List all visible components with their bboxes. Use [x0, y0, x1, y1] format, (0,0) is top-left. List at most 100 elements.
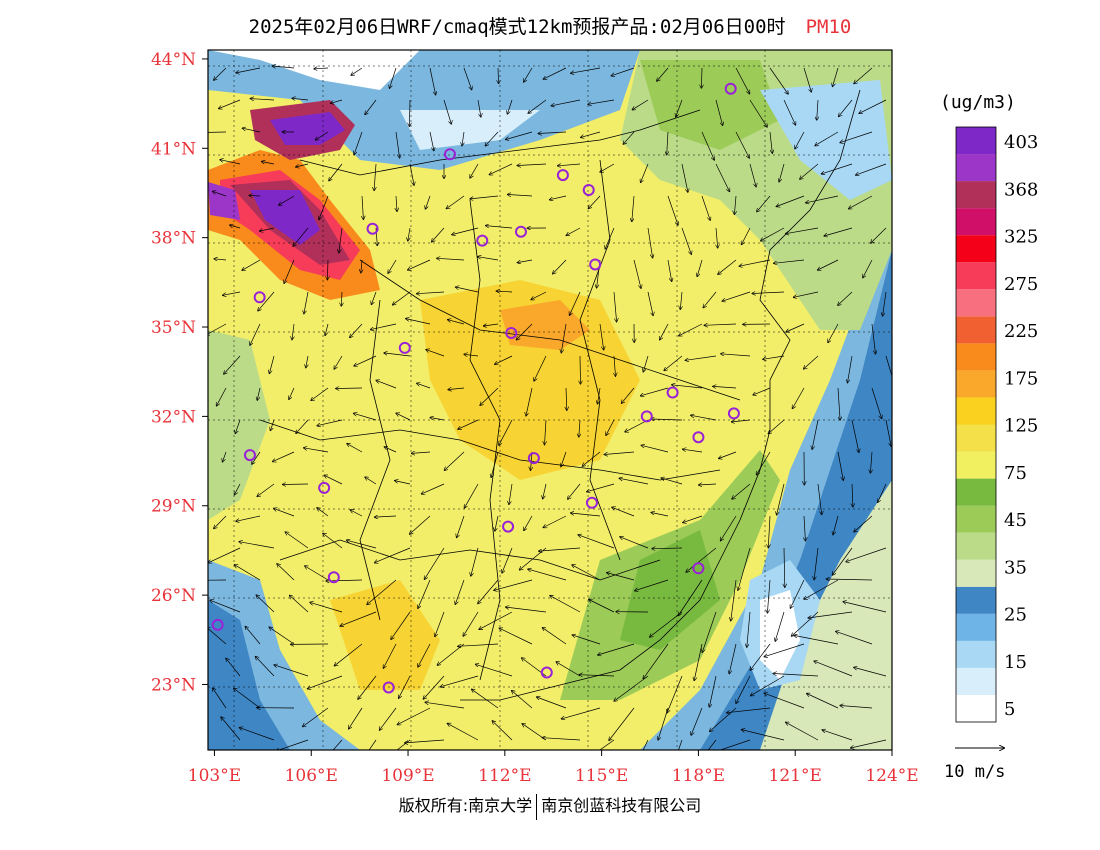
wind-arrow — [208, 547, 241, 563]
wind-arrow — [458, 419, 479, 429]
city-station-marker — [502, 520, 515, 533]
wind-arrow — [311, 387, 329, 400]
city-station-marker — [692, 431, 705, 444]
wind-arrow — [839, 99, 853, 117]
wind-arrow — [885, 355, 892, 378]
wind-arrow — [551, 99, 581, 106]
wind-arrow — [566, 387, 567, 410]
wind-arrow — [399, 675, 411, 698]
wind-arrow — [210, 600, 241, 613]
wind-arrow — [489, 163, 513, 175]
wind-arrow — [833, 67, 839, 87]
wind-arrow — [391, 611, 411, 639]
colorbar-label: 403 — [1004, 132, 1038, 153]
wind-arrow — [768, 515, 770, 548]
wind-arrow — [517, 164, 547, 166]
wind-arrow — [749, 163, 756, 187]
wind-arrow — [774, 259, 805, 263]
wind-arrow — [719, 739, 751, 750]
city-station-marker — [527, 452, 540, 465]
colorbar-swatch — [956, 640, 996, 668]
wind-arrow — [390, 67, 397, 88]
city-station-marker — [476, 234, 489, 247]
wind-arrow — [667, 259, 672, 281]
wind-arrow — [368, 739, 377, 750]
wind-arrow — [331, 99, 343, 103]
wind-arrow — [600, 163, 615, 172]
wind-arrow — [371, 291, 377, 305]
wind-arrow — [305, 566, 329, 581]
wind-arrow — [492, 721, 513, 741]
colorbar-label: 35 — [1004, 557, 1027, 578]
wind-arrow — [779, 163, 785, 182]
wind-arrow — [257, 483, 275, 496]
wind-arrow — [553, 259, 567, 274]
wind-arrow — [790, 579, 805, 608]
wind-arrow — [323, 533, 343, 549]
wind-arrow — [292, 98, 309, 100]
wind-arrow — [517, 259, 533, 263]
wind-arrow — [851, 419, 859, 452]
wind-arrow — [230, 225, 241, 229]
wind-arrow — [863, 259, 873, 278]
wind-arrow — [846, 547, 887, 562]
colorbar-label: 125 — [1004, 416, 1038, 437]
wind-arrow — [822, 730, 853, 741]
colorbar-swatch — [956, 613, 996, 641]
wind-arrow — [250, 99, 275, 100]
wind-arrow — [274, 665, 309, 677]
wind-arrow — [650, 611, 683, 637]
city-station-marker — [318, 481, 331, 494]
wind-arrow — [676, 99, 683, 117]
wind-arrow — [250, 323, 261, 345]
wind-arrow — [750, 643, 771, 670]
colorbar-swatch — [956, 235, 996, 263]
wind-arrow — [747, 611, 751, 647]
city-station-marker — [382, 681, 395, 694]
wind-arrow — [425, 195, 431, 209]
wind-arrow — [484, 324, 499, 326]
wind-arrow — [491, 451, 499, 477]
wind-arrow — [375, 547, 411, 563]
wind-arrow — [269, 627, 295, 645]
wind-arrow — [795, 131, 805, 149]
wind-arrow — [732, 483, 751, 499]
colorbar-swatch — [956, 451, 996, 479]
wind-arrow — [804, 355, 819, 369]
wind-arrow — [463, 67, 472, 90]
wind-arrow — [641, 445, 669, 453]
wind-arrow — [477, 99, 481, 117]
colorbar-swatch — [956, 478, 996, 506]
wind-arrow — [786, 227, 819, 234]
wind-arrow — [440, 675, 479, 687]
wind-arrow — [773, 674, 819, 677]
wind-arrow — [296, 419, 309, 433]
colorbar-swatch — [956, 343, 996, 371]
colorbar-label: 75 — [1004, 463, 1027, 484]
longitude-ticks: 103°E 106°E 109°E 112°E 115°E 118°E 121°E 124°E — [188, 750, 919, 786]
wind-arrow — [499, 628, 533, 645]
wind-arrow — [396, 413, 411, 421]
wind-arrow — [859, 99, 887, 113]
wind-arrow — [242, 259, 261, 270]
colorbar-swatch — [956, 505, 996, 533]
wind-arrow — [485, 131, 499, 146]
colorbar-swatch — [956, 532, 996, 560]
wind-arrow — [458, 643, 499, 646]
wind-arrow — [643, 355, 649, 372]
wind-arrow — [277, 564, 295, 581]
city-station-marker — [398, 341, 411, 354]
map-frame — [207, 49, 893, 751]
wind-arrow — [393, 291, 411, 305]
wind-arrow — [410, 515, 431, 534]
city-station-marker — [724, 82, 737, 95]
wind-arrow — [498, 67, 499, 83]
wind-arrow — [749, 99, 767, 127]
wind-arrow — [641, 163, 649, 182]
wind-arrow — [531, 291, 547, 300]
wind-arrow — [794, 291, 819, 297]
wind-arrow — [319, 195, 329, 220]
wind-arrow — [545, 419, 547, 445]
wind-arrow — [824, 227, 853, 236]
